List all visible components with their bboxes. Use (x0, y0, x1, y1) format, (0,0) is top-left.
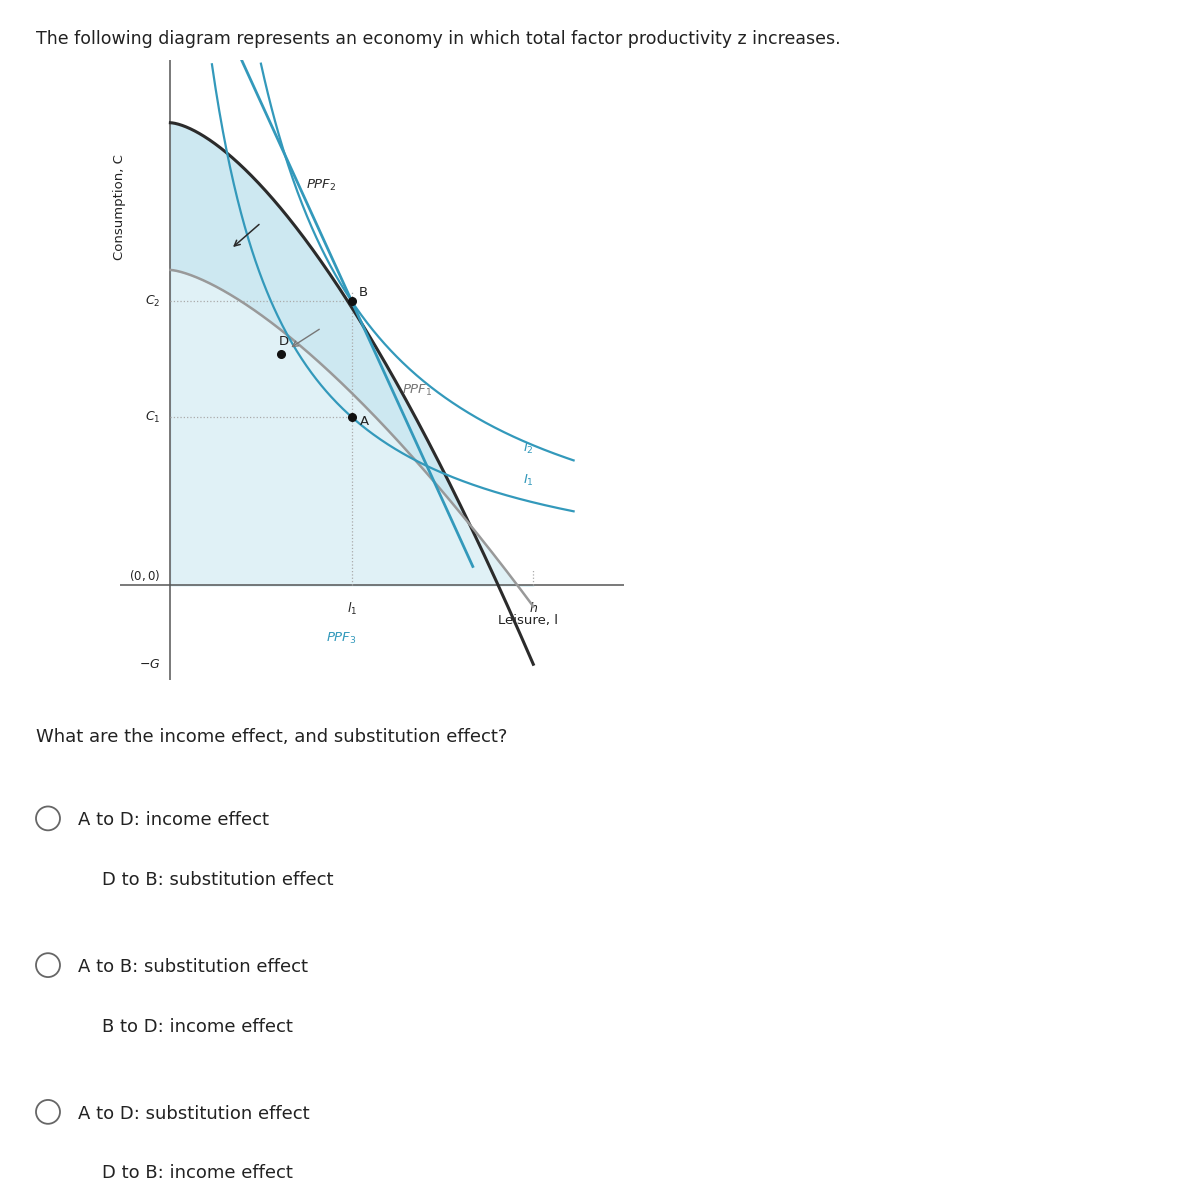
Text: Consumption, C: Consumption, C (114, 154, 126, 260)
Text: B to D: income effect: B to D: income effect (102, 1018, 293, 1036)
Text: $PPF_3$: $PPF_3$ (326, 630, 358, 645)
Text: $-G$: $-G$ (139, 657, 161, 670)
Text: What are the income effect, and substitution effect?: What are the income effect, and substitu… (36, 728, 508, 746)
Text: $I_1$: $I_1$ (523, 472, 534, 488)
Text: Leisure, l: Leisure, l (498, 614, 558, 628)
Text: B: B (359, 286, 367, 299)
Text: A to D: substitution effect: A to D: substitution effect (78, 1105, 310, 1123)
Text: A: A (360, 415, 368, 428)
Text: $PPF_1$: $PPF_1$ (402, 383, 433, 398)
Text: The following diagram represents an economy in which total factor productivity z: The following diagram represents an econ… (36, 30, 841, 48)
Text: $PPF_2$: $PPF_2$ (306, 178, 337, 193)
Text: D: D (278, 334, 289, 347)
Text: $l_1$: $l_1$ (347, 601, 356, 617)
Text: $I_2$: $I_2$ (523, 441, 534, 456)
Text: A to B: substitution effect: A to B: substitution effect (78, 958, 308, 976)
Text: $(0,0)$: $(0,0)$ (130, 568, 161, 582)
Text: $h$: $h$ (529, 601, 538, 616)
Text: D to B: substitution effect: D to B: substitution effect (102, 871, 334, 889)
Text: $C_1$: $C_1$ (145, 409, 161, 425)
Text: $C_2$: $C_2$ (145, 293, 161, 309)
Text: D to B: income effect: D to B: income effect (102, 1164, 293, 1182)
Text: A to D: income effect: A to D: income effect (78, 811, 269, 829)
